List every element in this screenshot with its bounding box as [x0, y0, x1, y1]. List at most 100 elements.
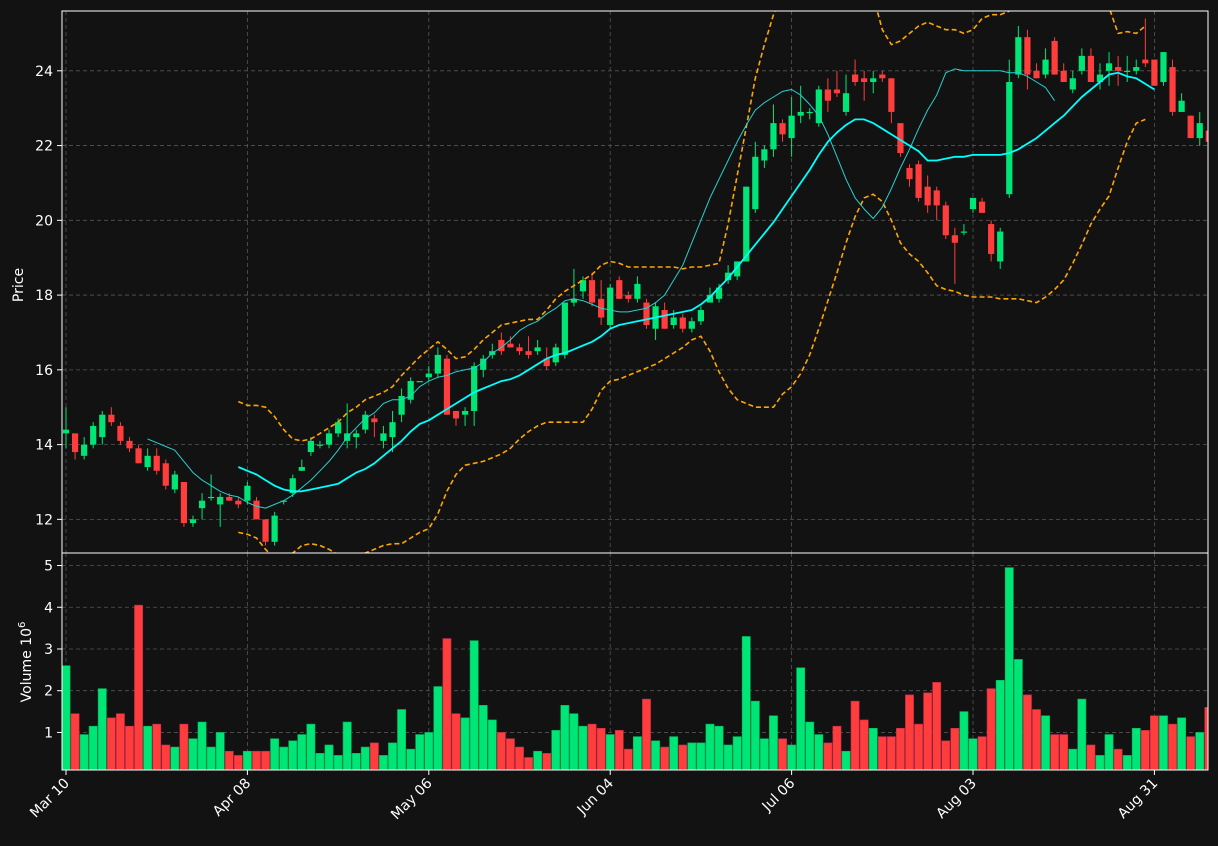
candle-body [833, 89, 841, 94]
candle-body [461, 410, 469, 415]
volume-bar [796, 667, 806, 770]
candle-body [951, 235, 958, 243]
volume-bar [243, 750, 252, 770]
candle-body [851, 74, 859, 83]
volume-bar [1131, 727, 1141, 770]
volume-bar [886, 736, 896, 770]
volume-bar [1095, 755, 1105, 770]
volume-bar [759, 738, 769, 770]
volume-bar [1159, 715, 1168, 770]
candle-body [752, 156, 759, 210]
candle-body [797, 111, 804, 116]
volume-bar [442, 638, 452, 770]
volume-bar [351, 753, 361, 770]
volume-bar [252, 750, 261, 770]
volume-bar [850, 700, 860, 770]
candle-body [607, 287, 614, 325]
volume-bar [415, 734, 425, 770]
volume-bar [832, 725, 842, 770]
candle-body [425, 373, 432, 378]
price-tick-label: 22 [35, 139, 53, 155]
price-tick-label: 20 [35, 213, 53, 229]
candle-body [570, 298, 578, 303]
price-panel [62, 11, 1208, 553]
volume-bar [143, 725, 153, 770]
candle-body [643, 302, 650, 325]
volume-bar [560, 705, 570, 770]
volume-bar [705, 723, 715, 770]
volume-bar [297, 734, 307, 770]
volume-bar [487, 719, 497, 770]
candle-body [62, 429, 70, 434]
volume-bar [696, 742, 706, 770]
volume-bar [623, 748, 633, 770]
volume-bar [977, 736, 987, 770]
volume-bar [1032, 709, 1041, 770]
volume-bar [1168, 723, 1177, 770]
price-axis-label: Price [11, 268, 27, 302]
candle-body [144, 455, 151, 468]
candle-body [253, 500, 260, 520]
volume-bar [1122, 755, 1132, 770]
volume-bar [397, 709, 406, 770]
volume-bar [215, 732, 225, 770]
candle-body [99, 414, 106, 438]
candle-body [507, 343, 514, 348]
candle-body [988, 224, 995, 254]
volume-bar [986, 688, 996, 770]
volume-bar [460, 717, 470, 770]
candle-body [806, 111, 813, 114]
volume-bar [905, 694, 914, 770]
volume-bar [605, 734, 615, 770]
candle-body [244, 485, 251, 501]
volume-bar [70, 713, 80, 770]
candle-body [316, 444, 324, 446]
volume-bar [261, 750, 270, 770]
volume-bar [814, 734, 824, 770]
volume-bar [587, 723, 597, 770]
candle-body [407, 381, 414, 400]
volume-bar [787, 744, 796, 770]
volume-bar [896, 727, 905, 770]
volume-bar [633, 736, 642, 770]
volume-bar [841, 750, 851, 770]
candle-body [960, 231, 968, 233]
volume-bar [995, 679, 1005, 770]
candle-body [262, 519, 269, 542]
volume-bar [642, 698, 651, 770]
volume-tick-label: 5 [44, 559, 53, 575]
volume-bar [732, 736, 742, 770]
candle-body [879, 74, 886, 79]
volume-bar [1023, 694, 1032, 770]
candle-body [198, 500, 206, 509]
price-tick-label: 14 [35, 438, 53, 454]
candle-body [362, 414, 369, 430]
volume-axis-label-exponent: 6 [17, 622, 28, 628]
volume-bar [188, 738, 198, 770]
candle-body [1169, 67, 1176, 112]
candle-body [1051, 40, 1058, 75]
candle-body [235, 500, 242, 505]
candle-body [325, 433, 333, 445]
candle-body [788, 115, 795, 139]
volume-bar [1050, 734, 1060, 770]
volume-bar [369, 742, 379, 770]
candle-body [498, 339, 505, 352]
volume-bar [741, 636, 751, 770]
volume-bar [524, 757, 533, 770]
volume-bar [324, 744, 334, 770]
volume-bar [88, 725, 98, 770]
volume-tick-label: 1 [44, 725, 53, 741]
candle-body [561, 302, 568, 355]
volume-bar [1195, 732, 1205, 770]
candle-body [1187, 115, 1194, 139]
volume-panel-frame [61, 552, 1209, 771]
candle-body [969, 197, 977, 210]
volume-bar [596, 727, 606, 770]
candle-body [416, 381, 423, 383]
bollinger-upper-line [237, 11, 1146, 442]
price-tick-label: 24 [35, 64, 53, 80]
candle-body [734, 261, 741, 277]
volume-axis-label-base: 10 [19, 628, 35, 646]
candle-body [1151, 59, 1158, 86]
